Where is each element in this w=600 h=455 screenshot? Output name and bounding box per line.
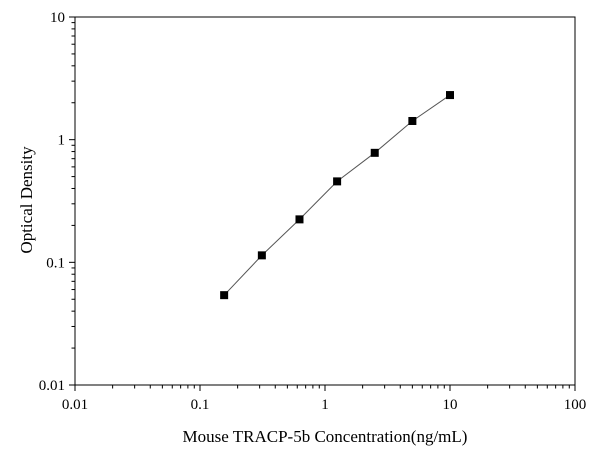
y-tick-label: 0.01: [39, 378, 65, 394]
x-tick-label: 10: [443, 397, 458, 413]
x-tick-label: 100: [564, 397, 587, 413]
data-point: [370, 148, 379, 157]
x-tick-label: 0.01: [62, 397, 88, 413]
plot-frame: [74, 16, 576, 386]
data-point: [220, 291, 229, 300]
x-tick-label: 1: [321, 397, 329, 413]
x-axis-tick-labels: 0.01 0.1 1 10 100: [62, 397, 586, 413]
series-points: [220, 91, 454, 300]
data-point: [446, 91, 454, 100]
x-tick-label: 0.1: [191, 397, 210, 413]
y-axis-title: Optical Density: [17, 146, 36, 254]
series-lines: [223, 94, 451, 296]
data-point: [333, 177, 342, 186]
series-line: [223, 94, 451, 296]
y-axis-ticks: [69, 16, 75, 386]
x-axis-title: Mouse TRACP-5b Concentration(ng/mL): [183, 427, 468, 446]
y-tick-label: 0.1: [46, 255, 65, 271]
y-axis-tick-labels: 0.01 0.1 1 10: [39, 10, 65, 394]
y-tick-label: 10: [50, 10, 65, 26]
y-tick-label: 1: [58, 133, 66, 149]
data-point: [257, 251, 266, 260]
data-point: [408, 116, 417, 125]
x-axis-ticks: [74, 385, 576, 391]
data-point: [295, 215, 304, 224]
